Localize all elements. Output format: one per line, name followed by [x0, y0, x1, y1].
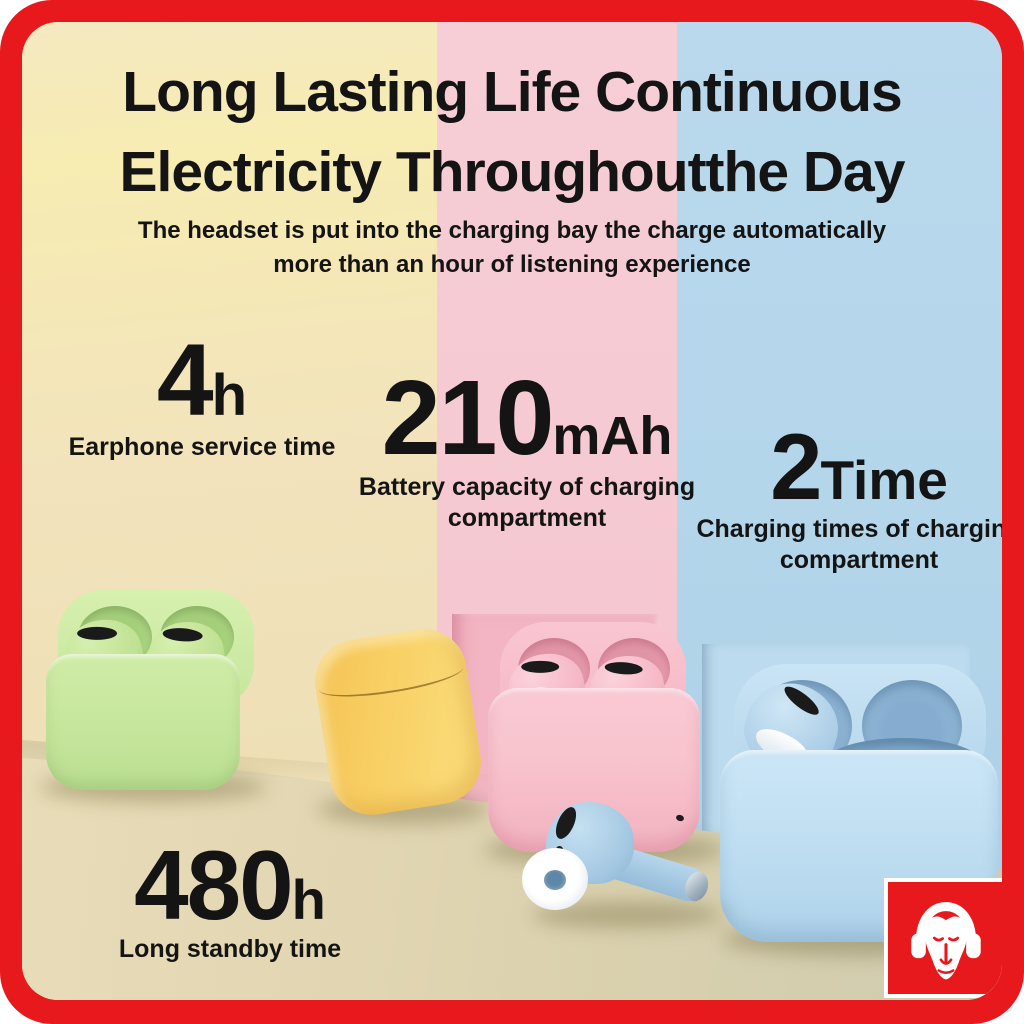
stat-label: Charging times of charging compartment: [696, 515, 1002, 575]
headline-line-1: Long Lasting Life Continuous: [122, 60, 902, 124]
subheadline-line-1: The headset is put into the charging bay…: [137, 217, 887, 244]
earbud-mic-hole: [675, 813, 685, 823]
case-seam-line: [314, 635, 466, 704]
brand-logo: [884, 878, 1002, 998]
stat-standby-time: 480 h Long standby time: [80, 830, 380, 965]
stat-value: 480: [134, 830, 294, 940]
subheadline-line-2: more than an hour of listening experienc…: [273, 251, 751, 278]
stat-unit: h: [211, 363, 248, 428]
earbud-sensor: [521, 660, 560, 673]
stat-charging-times: 2 Time Charging times of charging compart…: [684, 414, 1002, 576]
stat-unit: h: [291, 868, 326, 931]
yellow-closed-case: [309, 623, 487, 821]
stat-label: Earphone service time: [68, 432, 336, 461]
stat-value: 2: [770, 414, 822, 519]
stat-unit: Time: [820, 449, 948, 511]
earbud-charging-contact: [681, 868, 712, 905]
blue-earbud-lying: [522, 802, 722, 932]
stat-label: Long standby time: [118, 935, 342, 964]
earbud-tip-hole: [544, 870, 566, 890]
green-case-body: [46, 654, 240, 790]
subheadline: The headset is put into the charging bay…: [22, 214, 1002, 282]
stat-battery-capacity: 210 mAh Battery capacity of charging comp…: [352, 359, 702, 534]
stat-value: 210: [381, 359, 555, 477]
earbud-ear-tip: [522, 848, 588, 910]
monkey-headphones-icon: [911, 902, 981, 980]
stat-unit: mAh: [552, 406, 673, 466]
headline-line-2: Electricity Throughoutthe Day: [119, 140, 906, 204]
poster-canvas: Long Lasting Life Continuous Electricity…: [22, 22, 1002, 1000]
headline: Long Lasting Life Continuous Electricity…: [22, 52, 1002, 212]
stat-value: 4: [156, 323, 214, 437]
earbud-sensor: [77, 626, 118, 640]
stat-label: Battery capacity of charging compartment: [358, 472, 696, 532]
